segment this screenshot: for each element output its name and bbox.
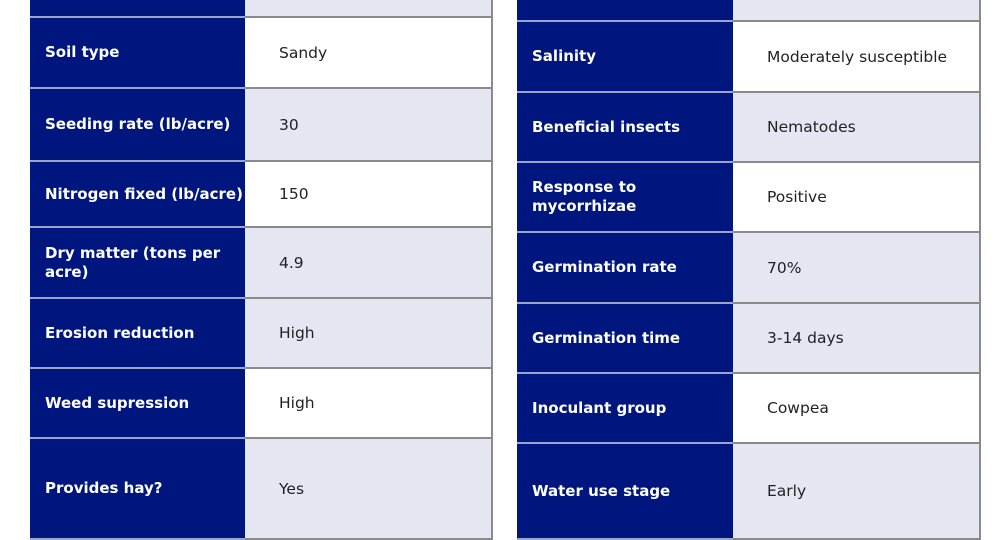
row-value: 150 <box>245 162 493 228</box>
table-row: Seeding rate (lb/acre) 30 <box>30 89 493 162</box>
row-label: Beneficial insects <box>517 93 733 163</box>
table-row: Response to mycorrhizae Positive <box>517 163 981 233</box>
row-label: Germination time <box>517 304 733 374</box>
row-value: Moderately susceptible <box>733 22 981 93</box>
row-value: Sandy <box>245 18 493 89</box>
row-value: 30 <box>245 89 493 162</box>
row-label: Soil type <box>30 18 245 89</box>
row-value: Positive <box>733 163 981 233</box>
table-row: Beneficial insects Nematodes <box>517 93 981 163</box>
row-label: Salinity <box>517 22 733 93</box>
row-label: Inoculant group <box>517 374 733 444</box>
table-row: Weed supression High <box>30 369 493 439</box>
table-row <box>30 0 493 18</box>
row-label <box>30 0 245 18</box>
row-value: Nematodes <box>733 93 981 163</box>
row-label: Seeding rate (lb/acre) <box>30 89 245 162</box>
right-table: Salinity Moderately susceptible Beneficial… <box>517 0 981 540</box>
row-label: Provides hay? <box>30 439 245 540</box>
table-row: Provides hay? Yes <box>30 439 493 540</box>
row-label: Germination rate <box>517 233 733 304</box>
table-row: Germination time 3-14 days <box>517 304 981 374</box>
table-row: Germination rate 70% <box>517 233 981 304</box>
row-value: Yes <box>245 439 493 540</box>
row-value: Early <box>733 444 981 540</box>
table-row: Inoculant group Cowpea <box>517 374 981 444</box>
left-table: Soil type Sandy Seeding rate (lb/acre) 30 Ni… <box>30 0 493 540</box>
row-label: Nitrogen fixed (lb/acre) <box>30 162 245 228</box>
table-row: Nitrogen fixed (lb/acre) 150 <box>30 162 493 228</box>
row-value <box>245 0 493 18</box>
row-value: 4.9 <box>245 228 493 299</box>
row-label: Weed supression <box>30 369 245 439</box>
row-value: High <box>245 369 493 439</box>
table-row: Salinity Moderately susceptible <box>517 22 981 93</box>
row-label: Water use stage <box>517 444 733 540</box>
table-row: Water use stage Early <box>517 444 981 540</box>
table-row <box>517 0 981 22</box>
table-row: Erosion reduction High <box>30 299 493 369</box>
row-value: 70% <box>733 233 981 304</box>
table-row: Dry matter (tons per acre) 4.9 <box>30 228 493 299</box>
row-value: 3-14 days <box>733 304 981 374</box>
row-value <box>733 0 981 22</box>
row-value: Cowpea <box>733 374 981 444</box>
row-label: Response to mycorrhizae <box>517 163 733 233</box>
table-row: Soil type Sandy <box>30 18 493 89</box>
row-label: Erosion reduction <box>30 299 245 369</box>
row-label: Dry matter (tons per acre) <box>30 228 245 299</box>
row-label <box>517 0 733 22</box>
row-value: High <box>245 299 493 369</box>
